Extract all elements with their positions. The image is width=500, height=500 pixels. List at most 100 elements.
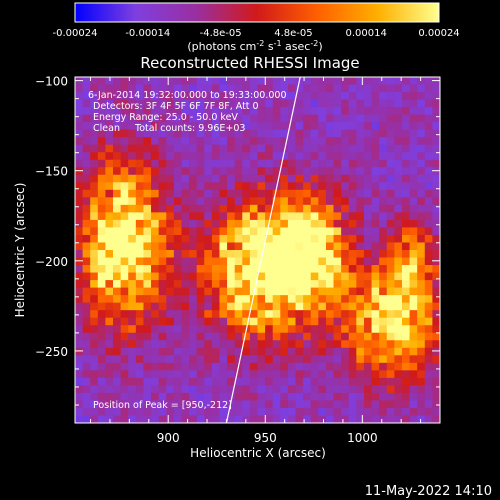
heatmap-pixel: [424, 234, 433, 243]
heatmap-pixel: [204, 302, 213, 311]
heatmap-pixel: [242, 167, 251, 176]
heatmap-pixel: [257, 257, 266, 266]
heatmap-pixel: [135, 295, 144, 304]
heatmap-pixel: [318, 250, 327, 258]
heatmap-pixel: [105, 250, 114, 258]
heatmap-pixel: [280, 144, 289, 153]
heatmap-pixel: [242, 347, 251, 356]
heatmap-pixel: [424, 167, 433, 176]
heatmap-pixel: [204, 332, 213, 341]
heatmap-pixel: [211, 400, 220, 409]
heatmap-pixel: [189, 92, 198, 100]
heatmap-pixel: [325, 362, 334, 371]
heatmap-pixel: [166, 415, 175, 424]
heatmap-pixel: [363, 92, 372, 100]
heatmap-pixel: [90, 212, 99, 221]
y-axis: −100−150−200−250: [35, 75, 440, 424]
heatmap-pixel: [356, 415, 365, 424]
heatmap-pixel: [287, 325, 296, 334]
heatmap-pixel: [379, 385, 388, 394]
heatmap-pixel: [181, 280, 190, 289]
heatmap-pixel: [371, 152, 380, 161]
heatmap-pixel: [348, 257, 357, 266]
heatmap-pixel: [333, 144, 342, 153]
heatmap-pixel: [135, 377, 144, 386]
heatmap-pixel: [97, 99, 106, 108]
heatmap-pixel: [371, 77, 380, 85]
heatmap-pixel: [341, 174, 350, 183]
heatmap-pixel: [173, 219, 182, 228]
heatmap-pixel: [75, 174, 83, 183]
heatmap-pixel: [151, 400, 160, 409]
heatmap-pixel: [234, 392, 243, 401]
heatmap-pixel: [166, 340, 175, 349]
heatmap-pixel: [310, 332, 319, 341]
heatmap-pixel: [143, 107, 152, 116]
heatmap-pixel: [265, 227, 274, 236]
heatmap-pixel: [227, 355, 236, 364]
heatmap-pixel: [97, 325, 106, 334]
heatmap-pixel: [151, 325, 160, 334]
heatmap-pixel: [401, 144, 410, 153]
heatmap-pixel: [333, 212, 342, 221]
heatmap-pixel: [158, 129, 167, 138]
heatmap-pixel: [257, 332, 266, 341]
heatmap-pixel: [310, 197, 319, 206]
heatmap-pixel: [135, 370, 144, 379]
heatmap-pixel: [120, 377, 129, 386]
heatmap-pixel: [371, 137, 380, 146]
heatmap-pixel: [82, 362, 91, 371]
heatmap-pixel: [325, 189, 334, 198]
heatmap-pixel: [249, 302, 258, 311]
x-axis-label: Heliocentric X (arcsec): [190, 446, 326, 460]
heatmap-pixel: [113, 242, 122, 251]
heatmap-pixel: [97, 272, 106, 281]
heatmap-pixel: [151, 84, 160, 93]
heatmap-pixel: [189, 400, 198, 409]
heatmap-pixel: [265, 114, 274, 123]
heatmap-pixel: [356, 400, 365, 409]
heatmap-pixel: [211, 407, 220, 416]
heatmap-pixel: [432, 144, 441, 153]
heatmap-pixel: [318, 152, 327, 161]
heatmap-pixel: [181, 392, 190, 401]
heatmap-pixel: [295, 295, 304, 304]
heatmap-pixel: [219, 159, 228, 168]
heatmap-pixel: [113, 174, 122, 183]
heatmap-pixel: [151, 212, 160, 221]
heatmap-pixel: [348, 355, 357, 364]
heatmap-pixel: [363, 332, 372, 341]
heatmap-pixel: [363, 385, 372, 394]
heatmap-pixel: [204, 317, 213, 326]
heatmap-pixel: [379, 415, 388, 424]
heatmap-pixel: [211, 302, 220, 311]
heatmap-pixel: [113, 415, 122, 424]
heatmap-pixel: [341, 302, 350, 311]
heatmap-pixel: [113, 250, 122, 258]
heatmap-pixel: [265, 129, 274, 138]
heatmap-pixel: [143, 242, 152, 251]
heatmap-pixel: [401, 84, 410, 93]
heatmap-pixel: [120, 272, 129, 281]
heatmap-pixel: [105, 227, 114, 236]
heatmap-pixel: [151, 77, 160, 85]
heatmap-pixel: [348, 280, 357, 289]
heatmap-pixel: [82, 242, 91, 251]
heatmap-pixel: [204, 242, 213, 251]
heatmap-pixel: [257, 114, 266, 123]
heatmap-pixel: [401, 265, 410, 273]
heatmap-pixel: [409, 197, 418, 206]
heatmap-pixel: [227, 144, 236, 153]
heatmap-pixel: [265, 325, 274, 334]
heatmap-pixel: [143, 204, 152, 213]
heatmap-pixel: [287, 212, 296, 221]
heatmap-pixel: [409, 287, 418, 296]
heatmap-pixel: [120, 144, 129, 153]
heatmap-pixel: [295, 415, 304, 424]
heatmap-pixel: [394, 159, 403, 168]
heatmap-pixel: [287, 347, 296, 356]
heatmap-pixel: [401, 332, 410, 341]
heatmap-pixel: [166, 204, 175, 213]
heatmap-pixel: [432, 219, 441, 228]
heatmap-pixel: [287, 302, 296, 311]
